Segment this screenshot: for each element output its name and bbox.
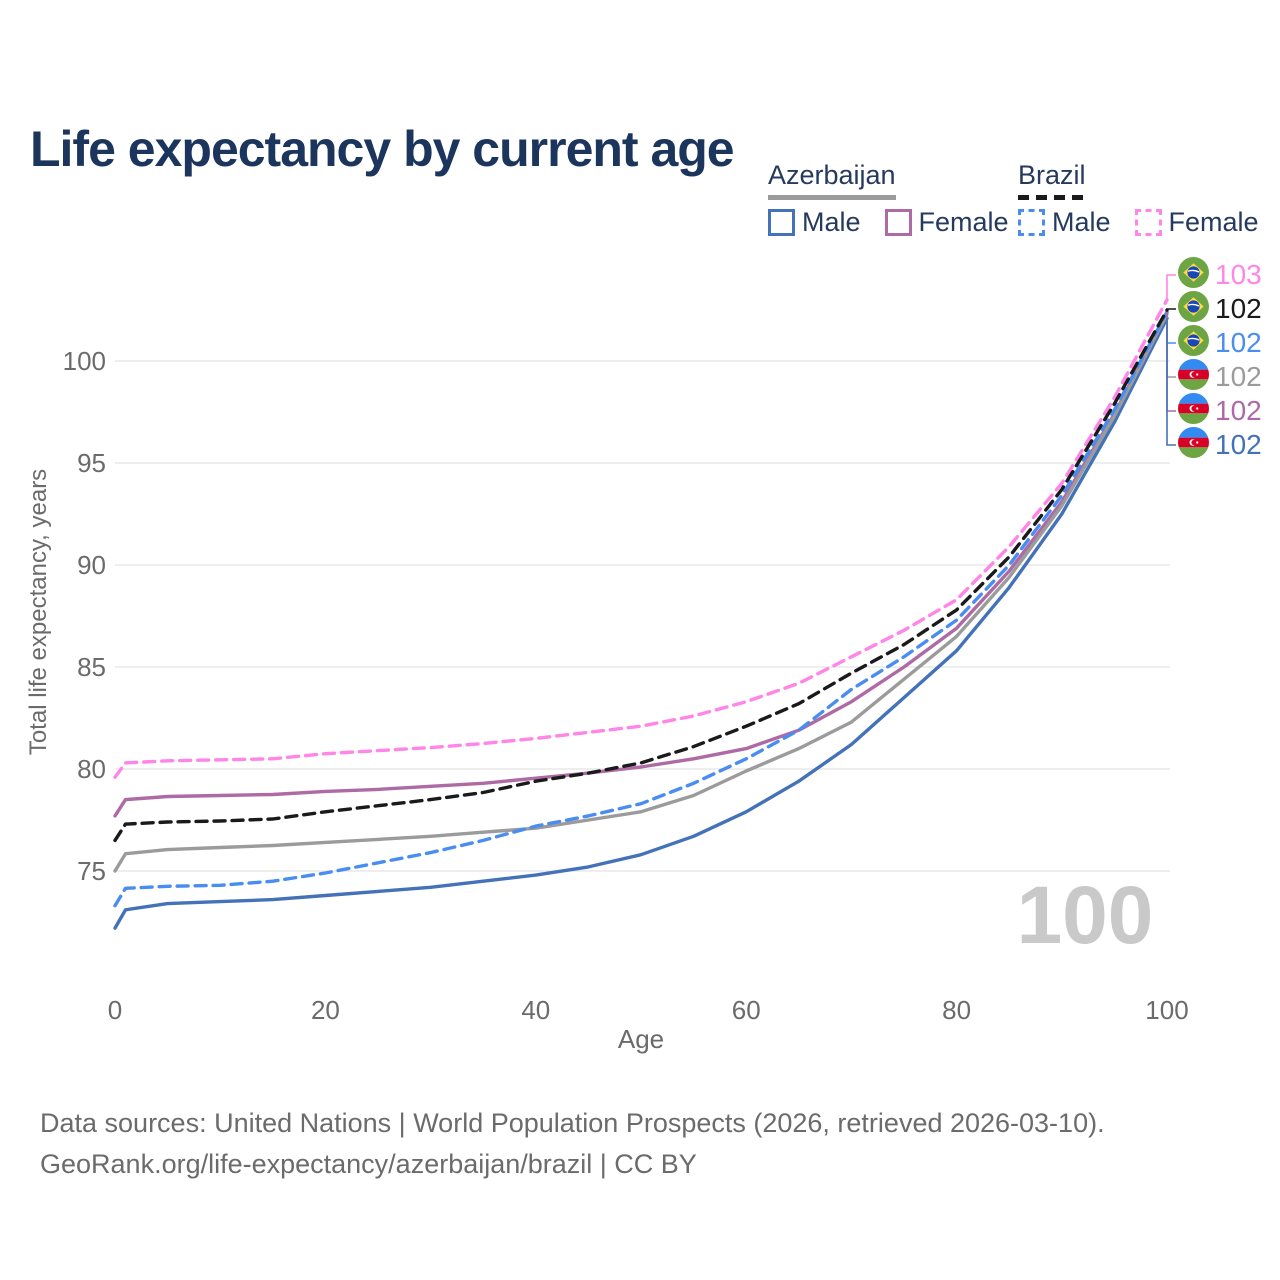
azerbaijan-flag-icon bbox=[1178, 427, 1209, 458]
series-azerbaijan-total[interactable] bbox=[113, 312, 1169, 873]
leader-line-brazil-female bbox=[1166, 274, 1176, 300]
y-tick-label: 75 bbox=[77, 856, 106, 886]
legend-item-azerbaijan-female[interactable]: Female bbox=[884, 207, 1009, 238]
attribution-line: GeoRank.org/life-expectancy/azerbaijan/b… bbox=[40, 1149, 697, 1179]
legend-item-label: Male bbox=[802, 207, 861, 237]
legend-group-brazil: Brazil Male Female bbox=[1018, 160, 1259, 238]
flag-icon bbox=[1178, 359, 1209, 395]
legend-swatch-azerbaijan-female bbox=[884, 209, 912, 236]
leader-line-azerbaijan-male bbox=[1166, 318, 1176, 446]
series-azerbaijan-female[interactable] bbox=[113, 310, 1169, 818]
end-label-brazil-female: 103 bbox=[1178, 257, 1262, 293]
end-label-value: 102 bbox=[1215, 429, 1262, 460]
azerbaijan-flag-icon bbox=[1178, 393, 1209, 424]
legend-underline-azerbaijan bbox=[768, 195, 896, 200]
legend-swatch-brazil-female bbox=[1134, 209, 1162, 236]
brazil-flag-icon bbox=[1178, 291, 1209, 322]
end-label-azerbaijan-female: 102 bbox=[1178, 393, 1262, 429]
end-label-brazil-total: 102 bbox=[1178, 291, 1262, 327]
flag-icon bbox=[1178, 393, 1209, 429]
age-watermark: 100 bbox=[1017, 870, 1154, 961]
end-label-value: 102 bbox=[1215, 327, 1262, 358]
legend-item-label: Female bbox=[918, 207, 1009, 237]
series-brazil-total[interactable] bbox=[113, 308, 1169, 843]
legend-country-azerbaijan[interactable]: Azerbaijan bbox=[768, 160, 896, 200]
y-tick-label: 100 bbox=[63, 346, 106, 376]
azerbaijan-flag-icon bbox=[1178, 359, 1209, 390]
y-tick-label: 90 bbox=[77, 550, 106, 580]
end-label-brazil-male: 102 bbox=[1178, 325, 1262, 361]
legend-swatch-azerbaijan-male bbox=[768, 209, 795, 236]
x-tick-label: 60 bbox=[732, 995, 761, 1025]
y-tick-label: 80 bbox=[77, 754, 106, 784]
series-brazil-male[interactable] bbox=[113, 310, 1169, 908]
end-label-azerbaijan-male: 102 bbox=[1178, 427, 1262, 463]
leader-line-azerbaijan-total bbox=[1166, 314, 1176, 378]
leader-line-brazil-total bbox=[1166, 308, 1176, 310]
legend-item-brazil-female[interactable]: Female bbox=[1134, 207, 1259, 238]
end-label-value: 102 bbox=[1215, 361, 1262, 392]
x-tick-label: 40 bbox=[521, 995, 550, 1025]
flag-icon bbox=[1178, 427, 1209, 463]
legend-items-azerbaijan: Male Female bbox=[768, 207, 1009, 238]
legend-swatch-brazil-male bbox=[1018, 209, 1045, 236]
flag-icon bbox=[1178, 291, 1209, 327]
legend-group-azerbaijan: Azerbaijan Male Female bbox=[768, 160, 1009, 238]
flag-icon bbox=[1178, 257, 1209, 293]
flag-icon bbox=[1178, 325, 1209, 361]
legend-underline-brazil bbox=[1018, 195, 1086, 200]
end-label-value: 102 bbox=[1215, 395, 1262, 426]
legend-item-brazil-male[interactable]: Male bbox=[1018, 207, 1111, 238]
legend-country-brazil[interactable]: Brazil bbox=[1018, 160, 1086, 200]
end-label-value: 102 bbox=[1215, 293, 1262, 324]
legend-item-azerbaijan-male[interactable]: Male bbox=[768, 207, 861, 238]
legend-items-brazil: Male Female bbox=[1018, 207, 1259, 238]
data-sources-line: Data sources: United Nations | World Pop… bbox=[40, 1108, 1105, 1138]
y-axis-title: Total life expectancy, years bbox=[25, 469, 52, 755]
legend-item-label: Male bbox=[1052, 207, 1111, 237]
series-azerbaijan-male[interactable] bbox=[113, 316, 1169, 930]
end-label-azerbaijan-total: 102 bbox=[1178, 359, 1262, 395]
x-axis-title: Age bbox=[618, 1024, 664, 1054]
x-tick-label: 80 bbox=[942, 995, 971, 1025]
footer: Data sources: United Nations | World Pop… bbox=[40, 1103, 1105, 1185]
brazil-flag-icon bbox=[1178, 325, 1209, 356]
brazil-flag-icon bbox=[1178, 257, 1209, 288]
end-label-value: 103 bbox=[1215, 259, 1262, 290]
y-tick-label: 95 bbox=[77, 448, 106, 478]
series-brazil-female[interactable] bbox=[113, 298, 1169, 779]
page-title: Life expectancy by current age bbox=[30, 120, 735, 177]
legend-country-label: Azerbaijan bbox=[768, 160, 896, 190]
legend-country-label: Brazil bbox=[1018, 160, 1086, 190]
x-tick-label: 100 bbox=[1145, 995, 1188, 1025]
x-tick-label: 0 bbox=[108, 995, 122, 1025]
y-tick-label: 85 bbox=[77, 652, 106, 682]
leader-line-brazil-male bbox=[1166, 312, 1176, 344]
x-tick-label: 20 bbox=[311, 995, 340, 1025]
legend-item-label: Female bbox=[1168, 207, 1259, 237]
